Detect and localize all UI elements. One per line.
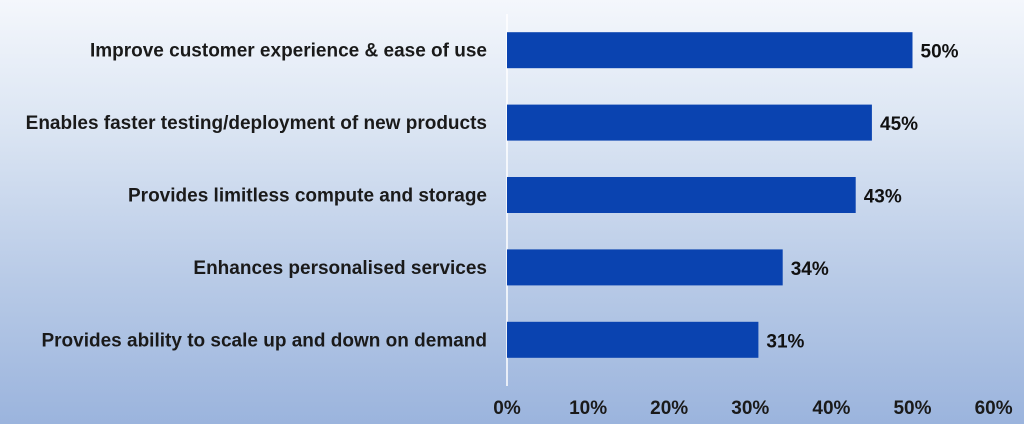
x-tick-label: 40% (812, 398, 850, 419)
value-label: 50% (921, 42, 959, 63)
category-label: Provides limitless compute and storage (128, 186, 487, 207)
x-tick-label: 30% (731, 398, 769, 419)
category-label: Improve customer experience & ease of us… (90, 41, 487, 62)
bar-3 (507, 177, 856, 213)
category-label: Enables faster testing/deployment of new… (26, 113, 487, 134)
category-labels: Improve customer experience & ease of us… (26, 41, 487, 352)
category-label: Enhances personalised services (193, 258, 487, 279)
category-label: Provides ability to scale up and down on… (41, 330, 487, 351)
x-tick-label: 50% (893, 398, 931, 419)
value-labels: 50% 45% 43% 34% 31% (766, 42, 958, 353)
value-label: 43% (864, 187, 902, 208)
bar-4 (507, 249, 783, 286)
value-label: 31% (766, 331, 804, 352)
x-tick-label: 10% (569, 398, 607, 419)
x-axis-ticks: 0% 10% 20% 30% 40% 50% 60% (493, 398, 1012, 419)
bar-2 (507, 104, 872, 141)
x-tick-label: 60% (975, 398, 1013, 419)
value-label: 34% (791, 259, 829, 280)
bar-5 (507, 321, 759, 358)
x-tick-label: 20% (650, 398, 688, 419)
x-tick-label: 0% (493, 398, 521, 419)
bar-1 (507, 32, 913, 69)
bars-layer (507, 32, 913, 358)
value-label: 45% (880, 114, 918, 135)
